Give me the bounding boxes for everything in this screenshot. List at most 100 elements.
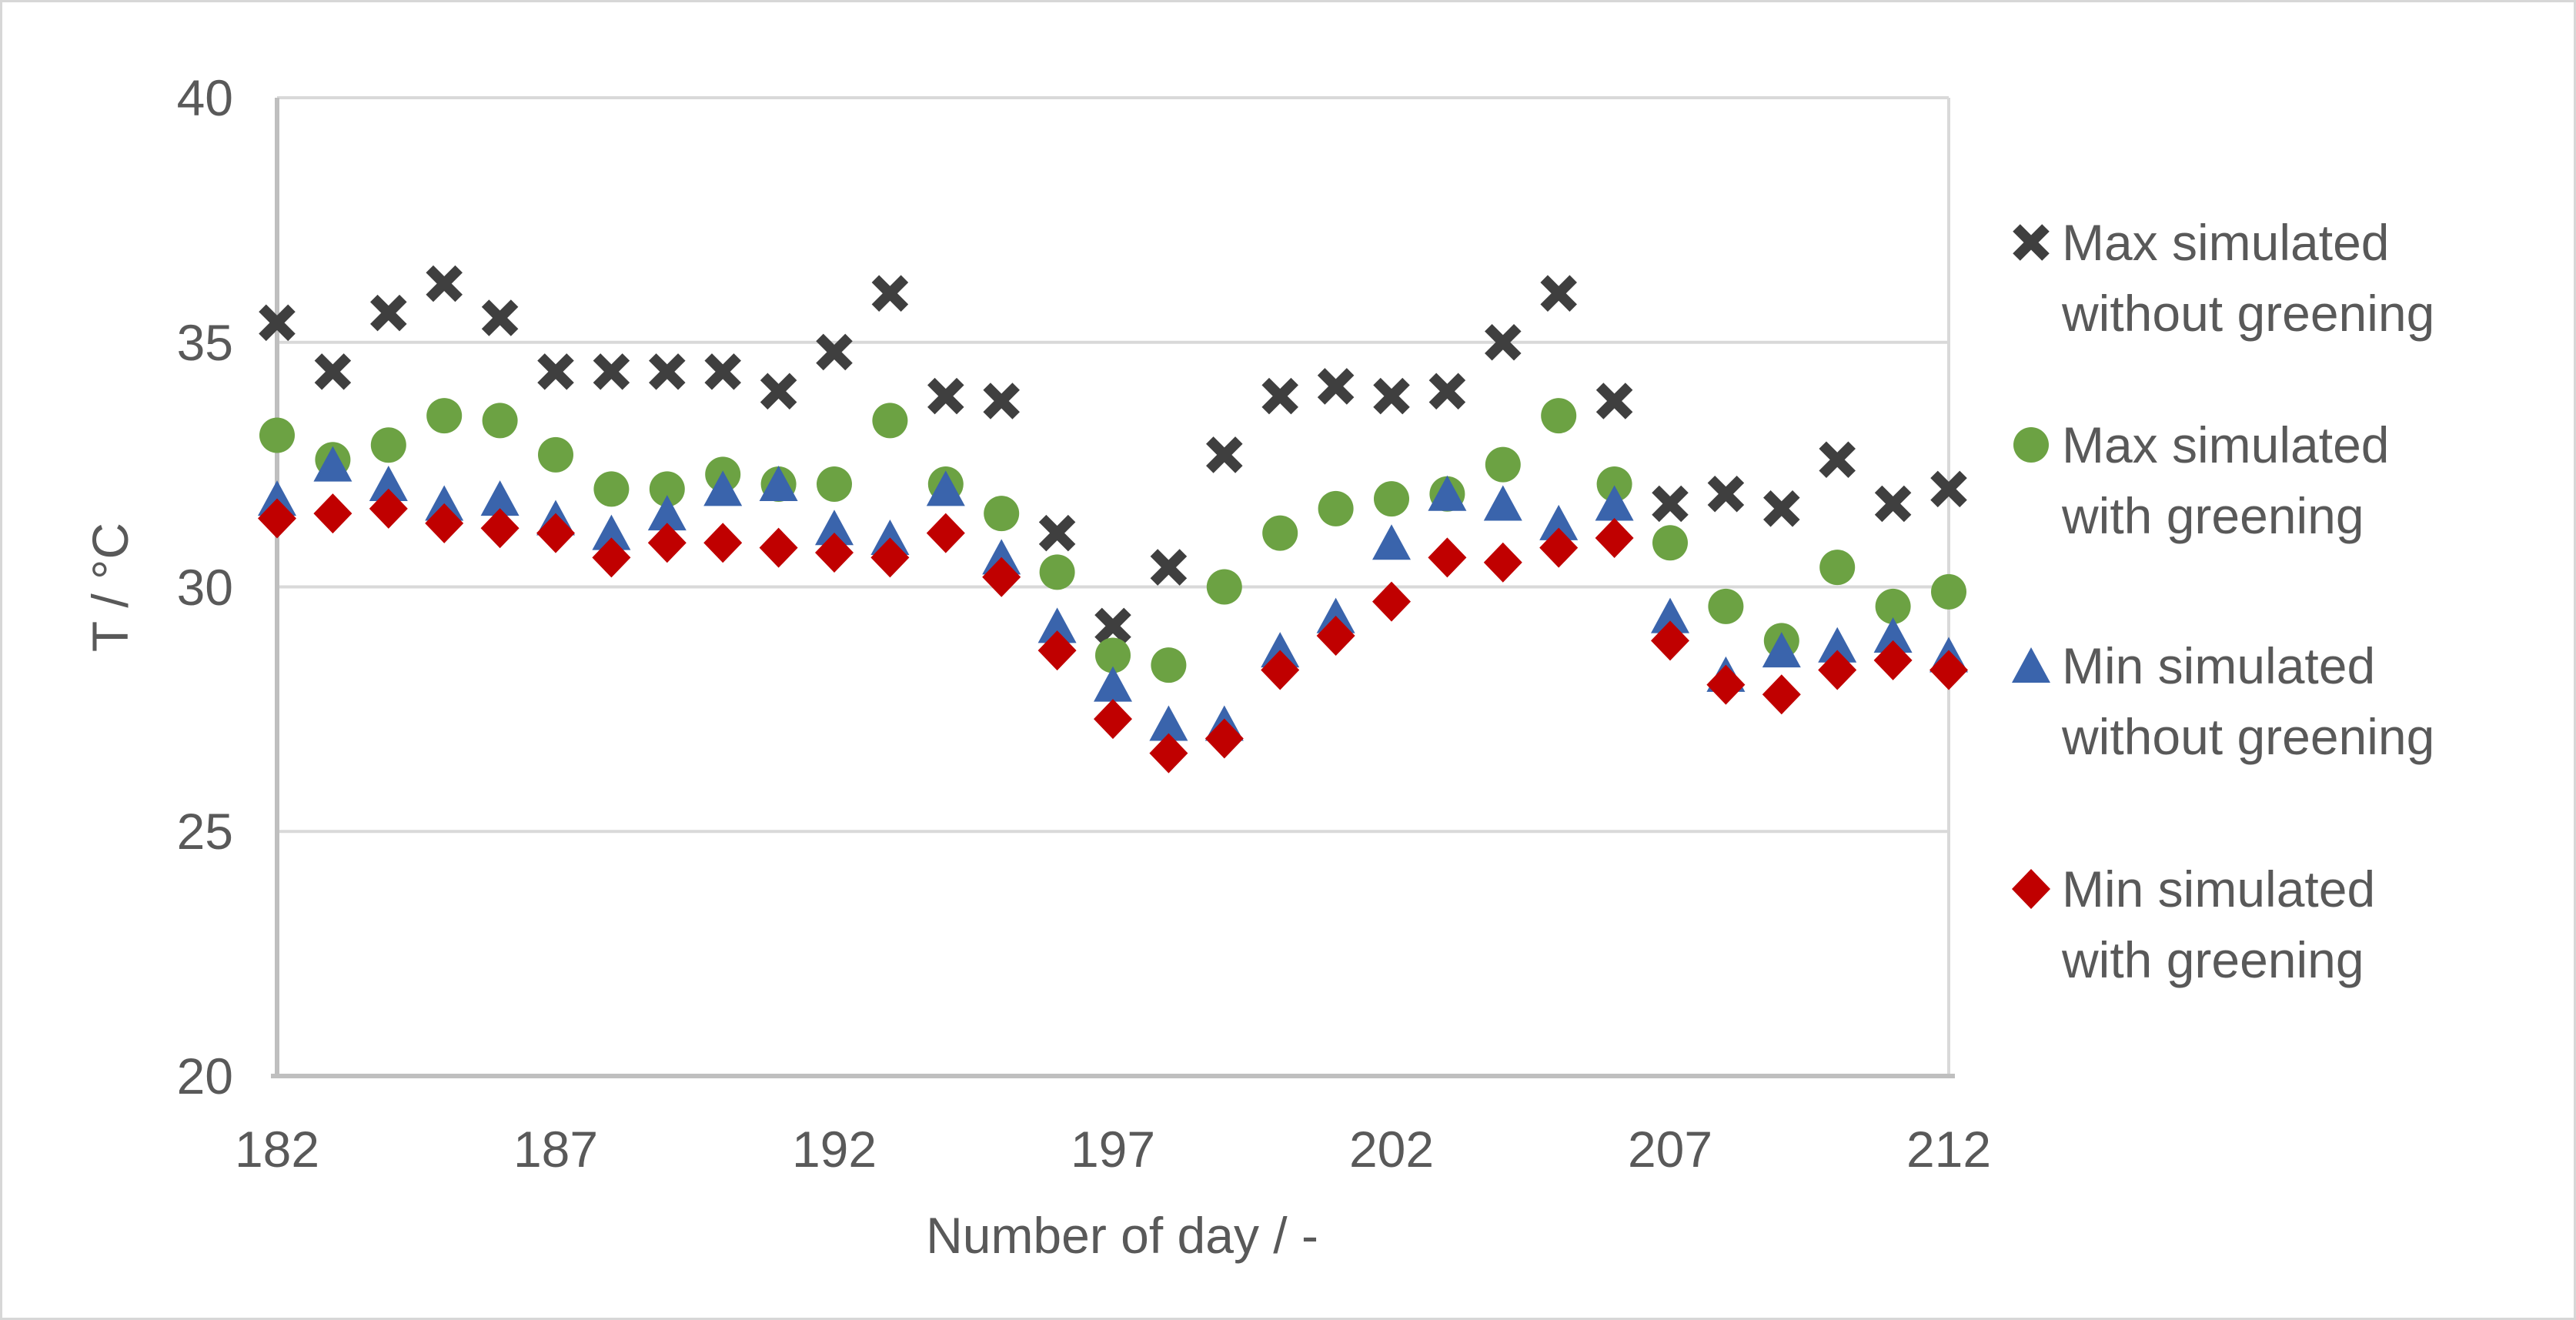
- diamond-data-point-marker: [982, 556, 1021, 597]
- x-data-point-marker: [1038, 514, 1076, 552]
- diamond-data-point-marker: [369, 488, 408, 529]
- circle-data-point-marker: [1541, 398, 1577, 434]
- triangle-data-point-marker: [1261, 632, 1300, 668]
- circle-data-point-marker: [259, 417, 295, 453]
- circle-data-point-marker: [1095, 637, 1131, 673]
- x-tick-label: 207: [1627, 1121, 1713, 1178]
- diamond-data-point-marker: [1539, 527, 1579, 568]
- triangle-data-point-marker: [1149, 705, 1188, 741]
- triangle-data-point-marker: [926, 470, 965, 506]
- triangle-data-point-marker: [703, 470, 743, 506]
- triangle-data-point-marker: [369, 466, 408, 502]
- x-data-point-marker: [816, 333, 853, 371]
- triangle-data-point-marker: [1428, 475, 1467, 511]
- circle-data-point-marker: [482, 403, 518, 439]
- x-data-point-marker: [1428, 373, 1466, 410]
- diamond-data-point-marker: [926, 513, 965, 553]
- x-data-point-marker: [1206, 436, 1243, 473]
- x-data-point-marker: [1261, 377, 1298, 415]
- y-tick-label: 40: [176, 69, 233, 126]
- x-data-point-marker: [593, 353, 630, 390]
- x-data-point-marker: [537, 353, 574, 390]
- diamond-data-point-marker: [258, 498, 296, 539]
- x-data-point-marker: [1485, 323, 1522, 361]
- diamond-data-point-marker: [870, 537, 910, 578]
- diamond-data-point-marker: [1261, 650, 1300, 690]
- x-data-point-marker: [2013, 224, 2050, 261]
- circle-data-point-marker: [1374, 481, 1409, 517]
- x-tick-label: 192: [791, 1121, 877, 1178]
- diamond-data-point-marker: [647, 523, 687, 563]
- triangle-data-point-marker: [1818, 627, 1857, 663]
- x-data-point-marker: [314, 353, 352, 390]
- circle-data-point-marker: [593, 471, 630, 507]
- diamond-data-point-marker: [1037, 630, 1077, 671]
- diamond-data-point-marker: [1372, 581, 1411, 622]
- x-data-point-marker: [259, 304, 296, 342]
- y-tick-label: 25: [176, 803, 233, 861]
- circle-data-point-marker: [1596, 466, 1632, 503]
- diamond-marker-icon: [2012, 869, 2050, 909]
- circle-data-point-marker: [426, 398, 463, 434]
- triangle-data-point-marker: [313, 446, 352, 482]
- circle-data-point-marker: [817, 466, 852, 503]
- series-triangle: [258, 446, 1968, 741]
- diamond-data-point-marker: [536, 513, 575, 553]
- legend-item-label: Min simulated without greening: [2062, 637, 2435, 765]
- diamond-data-point-marker: [480, 508, 520, 549]
- x-data-point-marker: [1707, 475, 1745, 513]
- x-data-point-marker: [760, 373, 797, 410]
- legend-item-min-simulated-without-greening: Min simulated without greening: [2000, 630, 2434, 772]
- x-data-point-marker: [927, 377, 964, 415]
- legend: Max simulated without greening Max simulat…: [2000, 2, 2574, 1318]
- series-x: [259, 265, 1967, 645]
- x-tick-label: 202: [1348, 1121, 1435, 1178]
- circle-data-point-marker: [1151, 647, 1187, 683]
- circle-data-point-marker: [1039, 554, 1075, 590]
- triangle-data-point-marker: [1483, 485, 1522, 521]
- diamond-data-point-marker: [703, 523, 743, 563]
- triangle-data-point-marker: [1762, 632, 1801, 668]
- x-data-point-marker: [1540, 275, 1577, 312]
- circle-data-point-marker: [1819, 550, 1856, 586]
- x-data-point-marker: [704, 353, 741, 390]
- legend-marker: [2000, 630, 2062, 701]
- diamond-data-point-marker: [1483, 542, 1522, 583]
- diamond-data-point-marker: [1204, 718, 1244, 759]
- triangle-data-point-marker: [480, 480, 520, 516]
- diamond-data-point-marker: [1094, 699, 1132, 740]
- x-marker-icon: [2013, 224, 2050, 261]
- diamond-data-point-marker: [1595, 517, 1634, 558]
- x-data-point-marker: [426, 265, 463, 302]
- x-data-point-marker: [1317, 368, 1355, 405]
- triangle-data-point-marker: [2012, 647, 2050, 683]
- legend-item-max-simulated-without-greening: Max simulated without greening: [2000, 207, 2434, 349]
- circle-data-point-marker: [1652, 525, 1688, 561]
- x-tick-label: 212: [1906, 1121, 1992, 1178]
- triangle-data-point-marker: [647, 495, 687, 531]
- circle-data-point-marker: [1485, 446, 1521, 483]
- circle-data-point-marker: [1875, 588, 1911, 624]
- diamond-data-point-marker: [1706, 664, 1746, 705]
- legend-item-label: Min simulated with greening: [2062, 861, 2376, 988]
- legend-marker: [2000, 207, 2062, 278]
- diamond-data-point-marker: [2012, 869, 2050, 909]
- x-data-point-marker: [481, 299, 519, 336]
- series-diamond: [258, 488, 1968, 774]
- x-data-point-marker: [1595, 383, 1633, 419]
- x-data-point-marker: [1763, 490, 1800, 527]
- y-tick-label: 20: [176, 1048, 233, 1104]
- x-data-point-marker: [1874, 485, 1912, 523]
- x-data-point-marker: [1373, 377, 1410, 415]
- x-data-point-marker: [1652, 485, 1689, 523]
- legend-item-max-simulated-with-greening: Max simulated with greening: [2000, 409, 2390, 551]
- triangle-data-point-marker: [815, 510, 854, 546]
- legend-marker: [2000, 409, 2062, 480]
- diamond-data-point-marker: [1762, 674, 1801, 715]
- legend-item-min-simulated-with-greening: Min simulated with greening: [2000, 854, 2375, 995]
- triangle-data-point-marker: [1651, 597, 1689, 633]
- circle-data-point-marker: [984, 496, 1020, 532]
- x-data-point-marker: [1819, 441, 1856, 479]
- x-data-point-marker: [649, 353, 686, 390]
- triangle-data-point-marker: [1094, 666, 1132, 702]
